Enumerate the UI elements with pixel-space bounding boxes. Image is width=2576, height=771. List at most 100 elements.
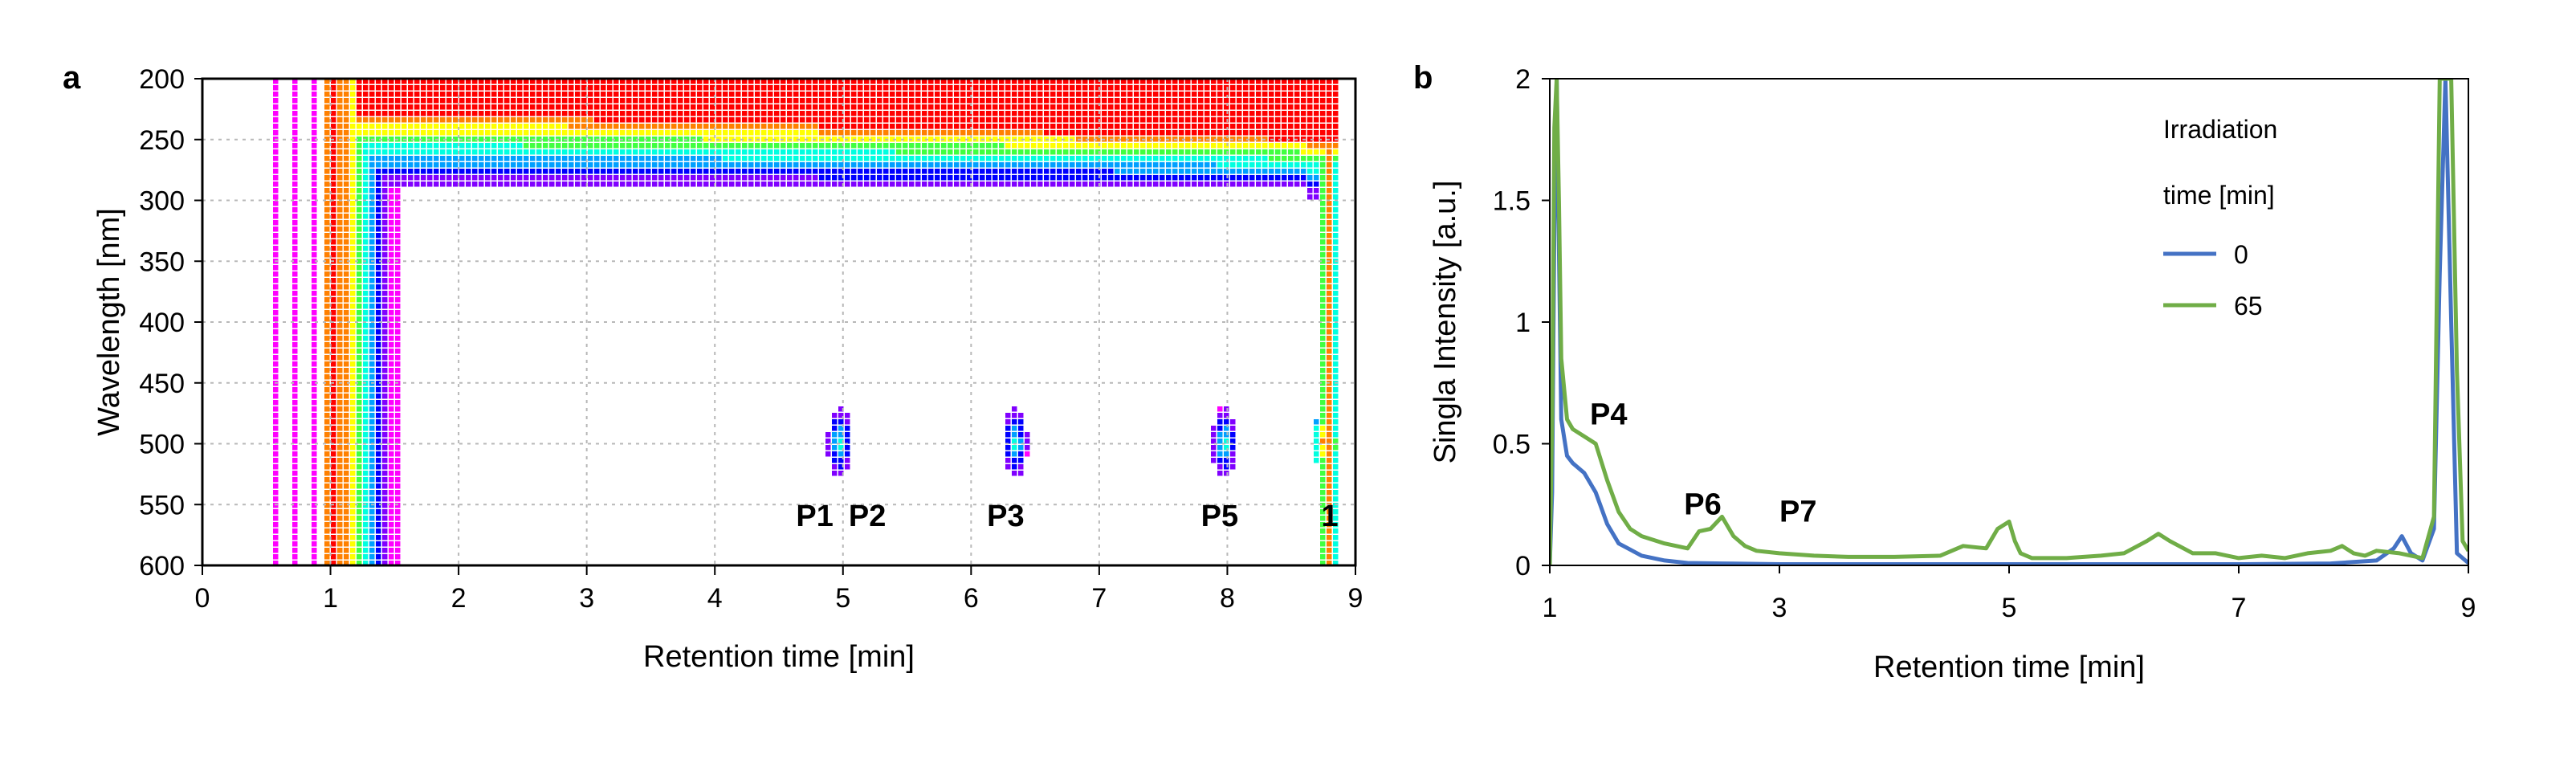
heatmap-cell — [723, 79, 728, 84]
heatmap-cell — [382, 548, 388, 553]
heatmap-cell — [344, 554, 349, 560]
heatmap-cell — [1095, 79, 1101, 84]
heatmap-cell — [1224, 406, 1229, 412]
heatmap-cell — [684, 117, 690, 123]
heatmap-cell — [357, 522, 362, 528]
heatmap-cell — [292, 79, 298, 84]
heatmap-cell — [806, 79, 812, 84]
heatmap-cell — [1333, 445, 1339, 451]
heatmap-cell — [363, 477, 369, 483]
heatmap-cell — [536, 149, 542, 155]
heatmap-cell — [1063, 162, 1069, 168]
heatmap-cell — [1031, 162, 1037, 168]
heatmap-cell — [459, 104, 465, 110]
heatmap-cell — [389, 188, 394, 194]
heatmap-cell — [421, 169, 426, 174]
heatmap-cell — [363, 297, 369, 303]
heatmap-cell — [344, 111, 349, 116]
heatmap-cell — [1314, 432, 1319, 438]
heatmap-cell — [883, 117, 889, 123]
heatmap-cell — [1102, 143, 1107, 149]
heatmap-cell — [273, 561, 279, 565]
heatmap-cell — [344, 310, 349, 316]
heatmap-cell — [472, 130, 478, 136]
heatmap-cell — [1230, 445, 1236, 451]
heatmap-cell — [1333, 329, 1339, 335]
heatmap-cell — [922, 130, 927, 136]
heatmap-cell — [845, 130, 850, 136]
heatmap-cell — [350, 419, 356, 425]
heatmap-cell — [1134, 175, 1139, 181]
heatmap-cell — [389, 368, 394, 373]
heatmap-cell — [382, 432, 388, 438]
heatmap-cell — [986, 130, 992, 136]
heatmap-cell — [581, 130, 587, 136]
heatmap-cell — [292, 426, 298, 431]
heatmap-cell — [382, 445, 388, 451]
heatmap-cell — [543, 124, 548, 129]
heatmap-cell — [1320, 548, 1326, 553]
heatmap-cell — [491, 92, 497, 97]
heatmap-cell — [761, 169, 767, 174]
heatmap-cell — [337, 194, 343, 200]
heatmap-cell — [832, 169, 838, 174]
heatmap-cell — [389, 329, 394, 335]
heatmap-cell — [363, 349, 369, 354]
heatmap-cell — [729, 117, 735, 123]
line-plot — [1550, 79, 2468, 565]
heatmap-cell — [1320, 496, 1326, 502]
heatmap-cell — [524, 130, 529, 136]
heatmap-cell — [331, 528, 336, 534]
heatmap-cell — [903, 79, 908, 84]
heatmap-cell — [1230, 98, 1236, 104]
heatmap-cell — [1082, 137, 1088, 142]
heatmap-cell — [980, 130, 985, 136]
x-tick-label: 7 — [1091, 583, 1107, 614]
heatmap-cell — [1320, 413, 1326, 418]
heatmap-cell — [1172, 130, 1178, 136]
heatmap-cell — [511, 175, 516, 181]
heatmap-cell — [363, 464, 369, 470]
heatmap-cell — [697, 130, 703, 136]
y-tick-label: 300 — [139, 186, 185, 217]
heatmap-cell — [331, 201, 336, 206]
heatmap-cell — [395, 265, 401, 271]
heatmap-cell — [382, 278, 388, 284]
heatmap-cell — [1140, 117, 1146, 123]
heatmap-cell — [1327, 79, 1332, 84]
heatmap-cell — [915, 98, 921, 104]
heatmap-cell — [601, 156, 606, 161]
heatmap-cell — [1095, 92, 1101, 97]
heatmap-cell — [312, 516, 317, 521]
heatmap-cell — [1127, 137, 1133, 142]
heatmap-cell — [292, 304, 298, 309]
heatmap-cell — [536, 92, 542, 97]
heatmap-cell — [389, 79, 394, 84]
heatmap-cell — [813, 79, 818, 84]
heatmap-cell — [703, 130, 709, 136]
heatmap-cell — [357, 503, 362, 508]
heatmap-cell — [337, 342, 343, 348]
heatmap-cell — [389, 316, 394, 322]
heatmap-cell — [800, 124, 805, 129]
heatmap-cell — [421, 85, 426, 91]
heatmap-cell — [357, 278, 362, 284]
heatmap-cell — [858, 104, 863, 110]
heatmap-cell — [382, 394, 388, 399]
heatmap-cell — [350, 207, 356, 213]
heatmap-cell — [369, 79, 375, 84]
heatmap-cell — [858, 175, 863, 181]
heatmap-cell — [485, 149, 491, 155]
heatmap-cell — [1160, 92, 1165, 97]
heatmap-cell — [1179, 162, 1184, 168]
heatmap-cell — [1044, 117, 1050, 123]
heatmap-cell — [1005, 439, 1011, 444]
heatmap-cell — [357, 413, 362, 418]
heatmap-cell — [671, 169, 677, 174]
heatmap-cell — [832, 162, 838, 168]
heatmap-cell — [1314, 143, 1319, 149]
heatmap-cell — [1121, 98, 1127, 104]
heatmap-cell — [331, 304, 336, 309]
heatmap-cell — [1185, 104, 1191, 110]
heatmap-annotations: P1 P2 P3 P5 1 — [796, 500, 1338, 533]
